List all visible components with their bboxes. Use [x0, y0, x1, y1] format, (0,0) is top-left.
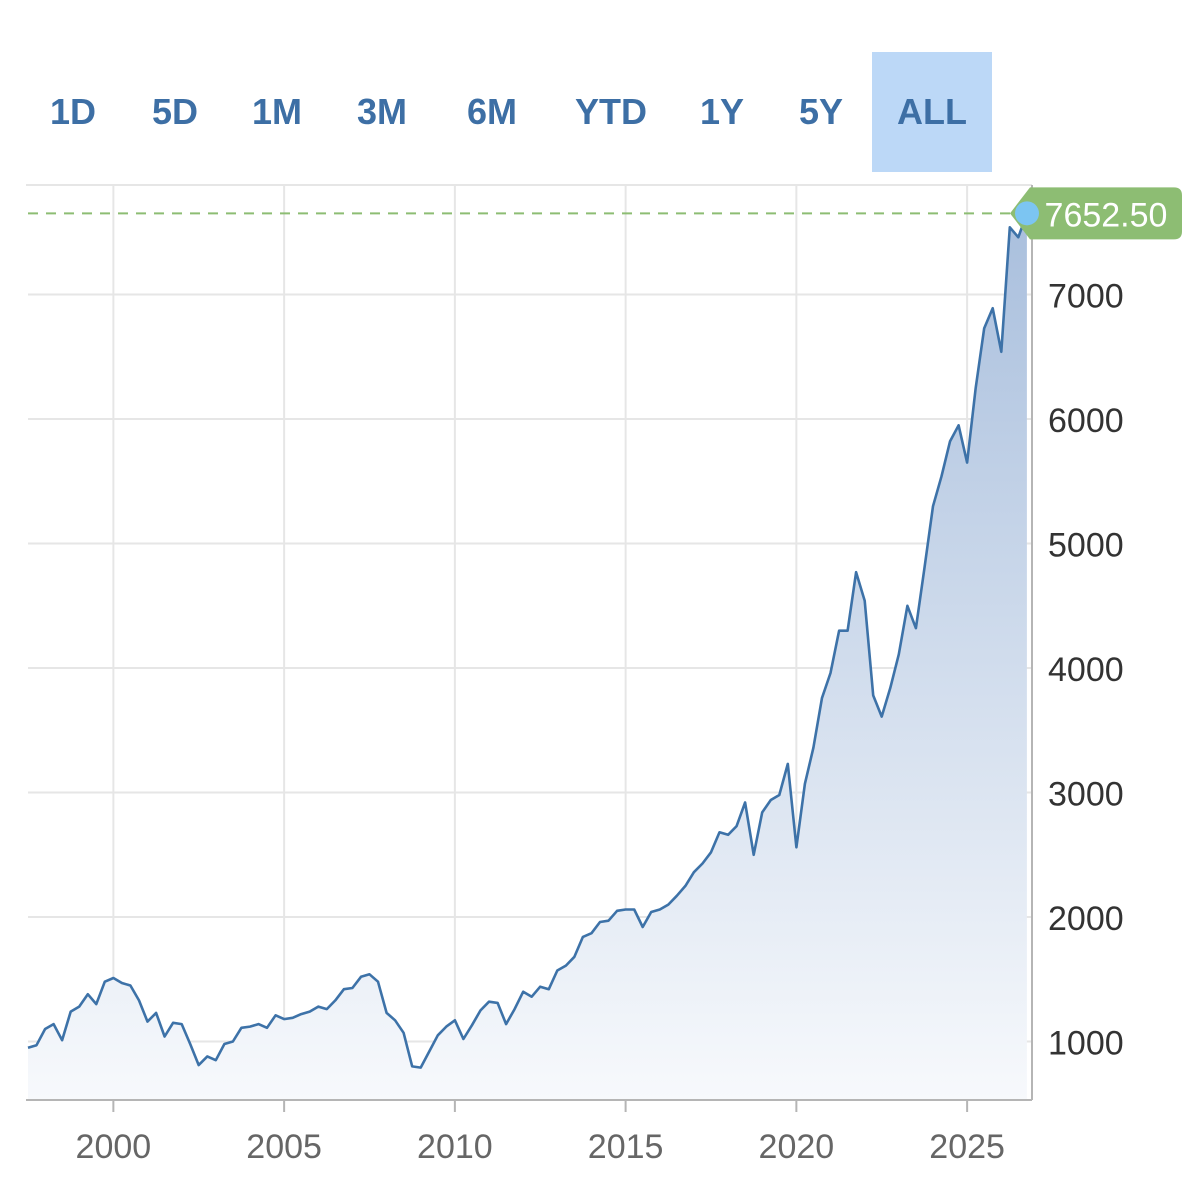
range-button-5d[interactable]: 5D: [151, 91, 199, 132]
y-tick-label: 6000: [1048, 402, 1124, 440]
range-button-1m[interactable]: 1M: [251, 91, 302, 132]
range-button-1d[interactable]: 1D: [49, 91, 97, 132]
range-button-6m[interactable]: 6M: [466, 91, 517, 132]
axes: [26, 184, 1033, 1112]
range-button-5y[interactable]: 5Y: [798, 91, 844, 132]
y-tick-label: 4000: [1048, 651, 1124, 689]
range-selector: 1D 5D 1M 3M 6M YTD 1Y 5Y ALL: [0, 52, 1200, 172]
last-price-badge: [1010, 187, 1182, 240]
range-button-3m[interactable]: 3M: [356, 91, 407, 132]
y-tick-label: 5000: [1048, 527, 1124, 565]
x-tick-label: 2005: [246, 1128, 322, 1166]
last-price-dot: [1015, 201, 1039, 226]
last-price-marker: 7652.50: [28, 187, 1182, 240]
x-tick-label: 2015: [588, 1128, 664, 1166]
price-area: [28, 213, 1027, 1101]
last-price-label: 7652.50: [1045, 196, 1168, 234]
x-tick-label: 2000: [76, 1128, 152, 1166]
y-tick-label: 7000: [1048, 278, 1124, 316]
range-button-1y[interactable]: 1Y: [699, 91, 745, 132]
x-tick-label: 2020: [759, 1128, 835, 1166]
tick-labels: 1000 2000 3000 4000 5000 6000 7000 2000 2005 2010…: [76, 278, 1124, 1166]
price-line: [27, 212, 1029, 1069]
x-tick-label: 2010: [417, 1128, 493, 1166]
y-tick-label: 3000: [1048, 776, 1124, 814]
y-tick-label: 1000: [1048, 1024, 1124, 1062]
range-button-all[interactable]: ALL: [872, 52, 992, 172]
y-tick-label: 2000: [1048, 900, 1124, 938]
range-button-ytd[interactable]: YTD: [575, 91, 647, 132]
x-tick-label: 2025: [929, 1128, 1005, 1166]
